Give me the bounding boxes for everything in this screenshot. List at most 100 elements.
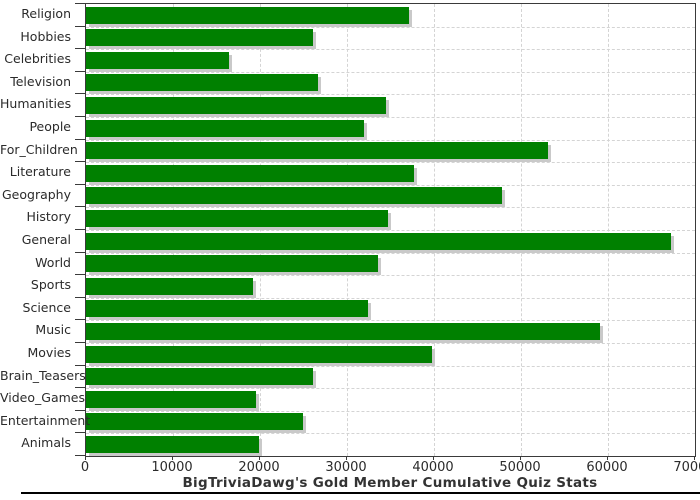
- category-axis-tick: [75, 409, 85, 411]
- category-label-television: Television: [10, 73, 71, 89]
- x-axis-tick: [520, 456, 521, 460]
- x-axis-tick-label: 50000: [499, 460, 541, 475]
- category-label-movies: Movies: [27, 345, 71, 360]
- x-axis-tick: [346, 456, 347, 460]
- category-label-brain_teasers: Brain_Teasers: [0, 367, 86, 383]
- horizontal-gridline: [86, 252, 695, 254]
- category-axis-tick: [75, 25, 85, 27]
- category-axis-tick: [75, 138, 85, 140]
- category-label-animals: Animals: [21, 435, 71, 451]
- horizontal-gridline: [86, 365, 695, 367]
- category-axis-tick: [75, 93, 85, 95]
- horizontal-gridline: [86, 207, 695, 209]
- category-label-video_games: Video_Games: [0, 390, 85, 406]
- horizontal-gridline: [86, 410, 695, 412]
- bar-video_games: [86, 390, 256, 408]
- horizontal-gridline: [86, 94, 695, 96]
- category-label-people: People: [29, 119, 71, 134]
- category-label-general: General: [21, 232, 71, 247]
- category-axis-tick: [75, 3, 85, 4]
- category-label-science: Science: [22, 299, 71, 315]
- x-axis-tick: [694, 456, 695, 460]
- horizontal-gridline: [86, 275, 695, 277]
- bar-people: [86, 119, 365, 137]
- category-axis-tick: [75, 183, 85, 185]
- category-label-humanities: Humanities: [0, 96, 72, 112]
- x-axis-tick-label: 10000: [151, 460, 193, 475]
- bar-world: [86, 255, 379, 273]
- x-axis-tick: [172, 456, 173, 460]
- bar-movies: [86, 345, 433, 363]
- bar-sports: [86, 277, 254, 295]
- category-label-for_children: For_Children: [0, 141, 78, 157]
- plot-area: [85, 3, 696, 457]
- category-axis-tick: [75, 251, 85, 253]
- category-label-literature: Literature: [9, 164, 71, 180]
- category-axis-tick: [75, 364, 85, 366]
- category-label-world: World: [35, 254, 71, 270]
- horizontal-gridline: [86, 184, 695, 186]
- horizontal-gridline: [86, 162, 695, 164]
- x-axis-tick-label: 0: [80, 460, 90, 475]
- bar-music: [86, 322, 601, 340]
- horizontal-gridline: [86, 71, 695, 73]
- bar-for_children: [86, 142, 548, 160]
- bar-animals: [86, 435, 260, 453]
- category-label-celebrities: Celebrities: [4, 51, 71, 67]
- category-axis-tick: [75, 296, 85, 298]
- category-axis-tick: [75, 70, 85, 72]
- bar-entertainment: [86, 413, 303, 431]
- x-axis-tick-label: 70000: [673, 460, 700, 475]
- category-label-geography: Geography: [1, 186, 71, 202]
- bar-television: [86, 74, 319, 92]
- bar-history: [86, 209, 388, 227]
- category-label-history: History: [26, 209, 71, 225]
- x-axis-tick-label: 20000: [238, 460, 280, 475]
- category-axis-tick: [75, 432, 85, 434]
- x-axis-tick-label: 40000: [412, 460, 454, 475]
- horizontal-gridline: [86, 49, 695, 51]
- x-axis-tick: [433, 456, 434, 460]
- x-axis-tick-label: 60000: [586, 460, 628, 475]
- horizontal-gridline: [86, 343, 695, 344]
- x-axis-tick: [607, 456, 608, 460]
- category-axis-tick: [75, 229, 85, 230]
- chart-title: BigTriviaDawg's Gold Member Cumulative Q…: [182, 475, 598, 491]
- bar-geography: [86, 187, 502, 205]
- bar-general: [86, 232, 671, 250]
- bar-literature: [86, 164, 414, 182]
- horizontal-gridline: [86, 388, 695, 390]
- x-axis-tick-label: 30000: [325, 460, 367, 475]
- category-axis-tick: [75, 206, 85, 208]
- category-axis-tick: [75, 319, 85, 321]
- x-axis-tick: [259, 456, 260, 460]
- horizontal-gridline: [86, 230, 695, 231]
- horizontal-gridline: [86, 26, 695, 28]
- bar-religion: [86, 6, 409, 24]
- bar-hobbies: [86, 29, 314, 47]
- category-label-sports: Sports: [30, 277, 71, 293]
- x-axis-tick: [85, 456, 86, 460]
- horizontal-gridline: [86, 433, 695, 435]
- horizontal-gridline: [86, 139, 695, 141]
- category-axis-tick: [75, 387, 85, 389]
- horizontal-gridline: [86, 117, 695, 118]
- category-axis-tick: [75, 48, 85, 50]
- bar-humanities: [86, 96, 387, 114]
- bottom-divider: [21, 492, 700, 494]
- category-label-religion: Religion: [21, 6, 71, 21]
- category-axis-tick: [75, 161, 85, 163]
- category-axis-tick: [75, 274, 85, 276]
- category-label-music: Music: [35, 322, 71, 338]
- category-label-hobbies: Hobbies: [20, 28, 71, 44]
- bar-celebrities: [86, 51, 229, 69]
- horizontal-gridline: [86, 320, 695, 322]
- category-axis-tick: [75, 116, 85, 117]
- horizontal-gridline: [86, 297, 695, 299]
- category-label-entertainment: Entertainment: [0, 412, 91, 428]
- bar-science: [86, 300, 368, 318]
- bar-brain_teasers: [86, 368, 314, 386]
- category-axis-tick: [75, 455, 85, 456]
- category-axis-tick: [75, 342, 85, 343]
